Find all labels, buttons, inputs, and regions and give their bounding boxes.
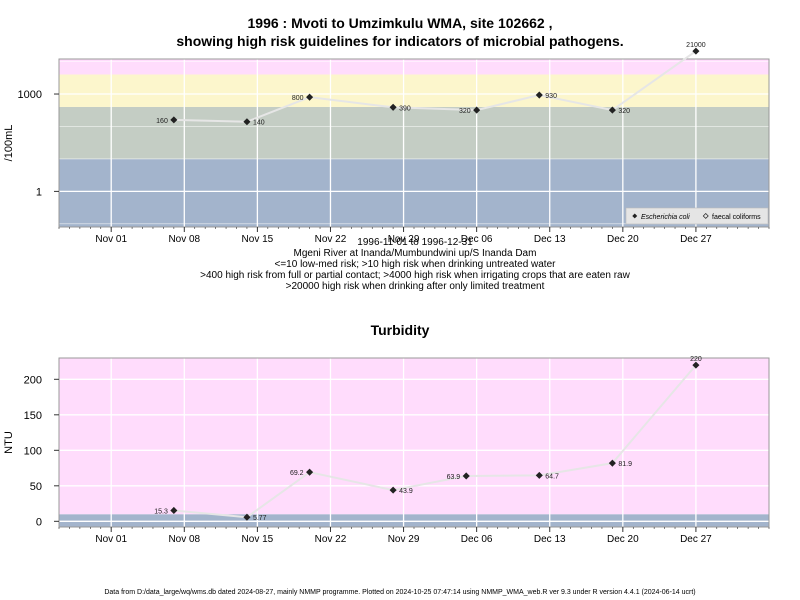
legend-item: Escherichia coli: [641, 214, 690, 221]
y-tick-label: 1: [36, 186, 42, 198]
data-point: [389, 486, 397, 494]
data-label: 21000: [686, 42, 706, 49]
x-tick-label: Dec 27: [680, 234, 712, 245]
data-label: 930: [545, 93, 557, 100]
data-point: [608, 459, 616, 467]
data-label: 800: [292, 95, 304, 102]
series-line: [173, 50, 697, 123]
x-tick-label: Nov 15: [242, 234, 274, 245]
risk-band: [59, 514, 769, 527]
x-tick-label: Dec 06: [461, 534, 493, 545]
y-tick-label: 150: [24, 410, 42, 422]
data-label: 69.2: [290, 470, 304, 477]
x-tick-label: Nov 22: [315, 534, 347, 545]
x-tick-label: Nov 01: [95, 534, 127, 545]
data-point: [535, 471, 543, 479]
legend-item: faecal coliforms: [712, 214, 761, 221]
y-tick-label: 50: [30, 481, 42, 493]
data-label: 320: [618, 108, 630, 115]
x-tick-label: Nov 01: [95, 234, 127, 245]
data-point: [306, 468, 314, 476]
x-tick-label: Dec 27: [680, 534, 712, 545]
legend-box: [625, 207, 769, 225]
x-tick-label: Dec 20: [607, 234, 639, 245]
caption-risk-2: >400 high risk from full or partial cont…: [200, 270, 630, 281]
risk-band: [59, 74, 769, 107]
x-tick-label: Nov 22: [315, 234, 347, 245]
data-point: [473, 106, 481, 114]
data-point: [462, 472, 470, 480]
ecoli-chart: Nov 01 Nov 08 Nov 15 Nov 22 Nov 29 Dec 06 Dec …: [3, 42, 770, 245]
x-tick-label: Dec 13: [534, 234, 566, 245]
legend-marker-filled: [632, 213, 638, 219]
data-label: 63.9: [447, 474, 461, 481]
footer-note: Data from D:/data_large/wq/wms.db dated …: [104, 589, 696, 596]
y-tick-label: 200: [24, 374, 42, 386]
data-point: [389, 103, 397, 111]
data-point: [170, 116, 178, 124]
data-label: 15.3: [154, 508, 168, 515]
data-label: 5.77: [253, 515, 267, 522]
risk-band: [59, 106, 769, 159]
data-point: [608, 106, 616, 114]
risk-band: [59, 358, 769, 515]
data-label: 43.9: [399, 488, 413, 495]
chart-title: 1996 : Mvoti to Umzimkulu WMA, site 1026…: [247, 15, 553, 31]
caption-site: Mgeni River at Inanda/Mumbundwini up/S I…: [293, 248, 537, 259]
x-tick-label: Nov 29: [388, 534, 420, 545]
turbidity-chart: Nov 01 Nov 08 Nov 15 Nov 22 Nov 29 Dec 06 Dec …: [3, 356, 770, 545]
data-point: [692, 47, 700, 55]
x-tick-label: Nov 08: [168, 234, 200, 245]
y-tick-label: 1000: [18, 89, 42, 101]
y-axis-label: /100mL: [3, 125, 15, 162]
data-label: 320: [459, 108, 471, 115]
data-label: 64.7: [545, 473, 559, 480]
x-tick-label: Dec 06: [461, 234, 493, 245]
data-label: 160: [156, 118, 168, 125]
series-line: [173, 364, 697, 519]
x-tick-label: Dec 13: [534, 534, 566, 545]
legend-marker-open: [702, 212, 709, 219]
data-label: 81.9: [618, 461, 632, 468]
chart-subtitle: showing high risk guidelines for indicat…: [176, 33, 624, 49]
data-point: [306, 93, 314, 101]
x-tick-label: Nov 15: [242, 534, 274, 545]
x-tick-label: Nov 29: [388, 234, 420, 245]
turbidity-title: Turbidity: [370, 322, 430, 338]
caption-risk-1: <=10 low-med risk; >10 high risk when dr…: [274, 259, 556, 270]
y-tick-label: 0: [36, 516, 42, 528]
data-label: 220: [690, 356, 702, 363]
data-label: 140: [253, 120, 265, 127]
risk-band: [59, 59, 769, 75]
x-tick-label: Dec 20: [607, 534, 639, 545]
caption-date-range: 1996-11-01 to 1996-12-31: [357, 237, 473, 248]
data-label: 390: [399, 105, 411, 112]
data-point: [243, 118, 251, 126]
data-point: [535, 91, 543, 99]
x-tick-label: Nov 08: [168, 534, 200, 545]
caption-risk-3: >20000 high risk when drinking after onl…: [285, 281, 545, 292]
captions: 1996-11-01 to 1996-12-31 Mgeni River at …: [0, 237, 800, 292]
y-tick-label: 100: [24, 445, 42, 457]
y-axis-label: NTU: [3, 431, 15, 454]
